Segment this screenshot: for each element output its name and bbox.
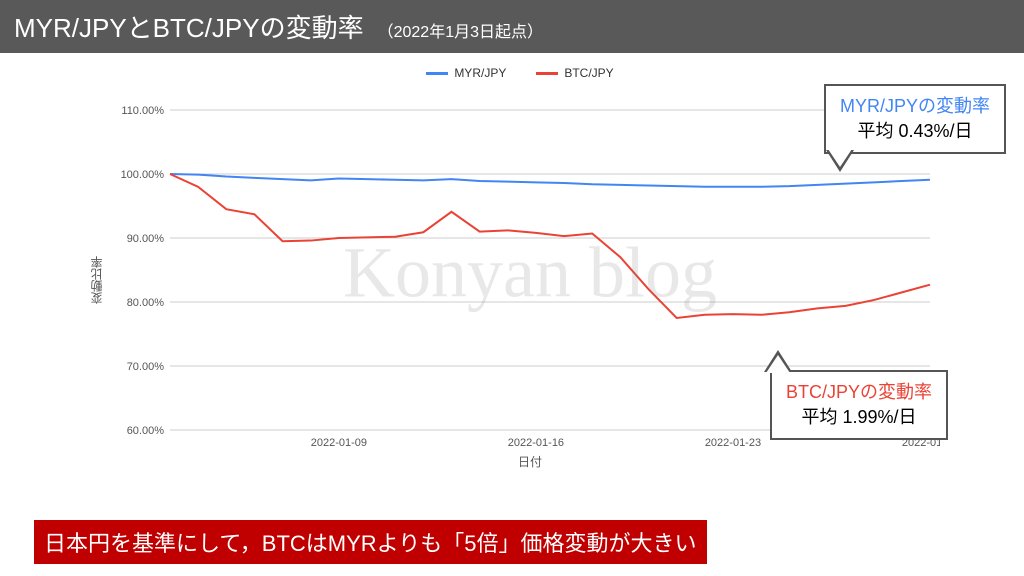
legend-item-myr: MYR/JPY [426,66,506,80]
page-subtitle: （2022年1月3日起点） [378,18,543,42]
svg-text:2022-01-16: 2022-01-16 [508,437,564,449]
svg-text:2022-01-09: 2022-01-09 [311,437,367,449]
svg-text:60.00%: 60.00% [127,425,165,437]
chart-legend: MYR/JPY BTC/JPY [70,66,970,80]
header-bar: MYR/JPYとBTC/JPYの変動率 （2022年1月3日起点） [0,0,1024,53]
callout-btc-line2: 平均 1.99%/日 [786,405,932,430]
callout-myr-tail-fill [828,149,852,167]
callout-myr-line1: MYR/JPYの変動率 [840,94,990,119]
legend-swatch-myr [426,72,448,75]
x-axis-label: 日付 [120,453,940,470]
legend-item-btc: BTC/JPY [536,66,613,80]
callout-btc: BTC/JPYの変動率 平均 1.99%/日 [770,370,948,440]
svg-text:70.00%: 70.00% [127,361,165,373]
page-title: MYR/JPYとBTC/JPYの変動率 [14,8,364,45]
svg-text:90.00%: 90.00% [127,233,165,245]
callout-myr: MYR/JPYの変動率 平均 0.43%/日 [824,84,1006,154]
footer-banner: 日本円を基準にして，BTCはMYRよりも「5倍」価格変動が大きい [34,520,707,564]
callout-btc-tail-fill [766,355,790,373]
legend-label-btc: BTC/JPY [564,66,613,80]
y-axis-label: 変動比率 [88,256,105,304]
svg-text:80.00%: 80.00% [127,297,165,309]
svg-text:2022-01-23: 2022-01-23 [705,437,761,449]
legend-swatch-btc [536,72,558,75]
legend-label-myr: MYR/JPY [454,66,506,80]
callout-myr-line2: 平均 0.43%/日 [840,119,990,144]
svg-text:110.00%: 110.00% [121,105,164,117]
callout-btc-line1: BTC/JPYの変動率 [786,380,932,405]
svg-text:100.00%: 100.00% [121,169,165,181]
